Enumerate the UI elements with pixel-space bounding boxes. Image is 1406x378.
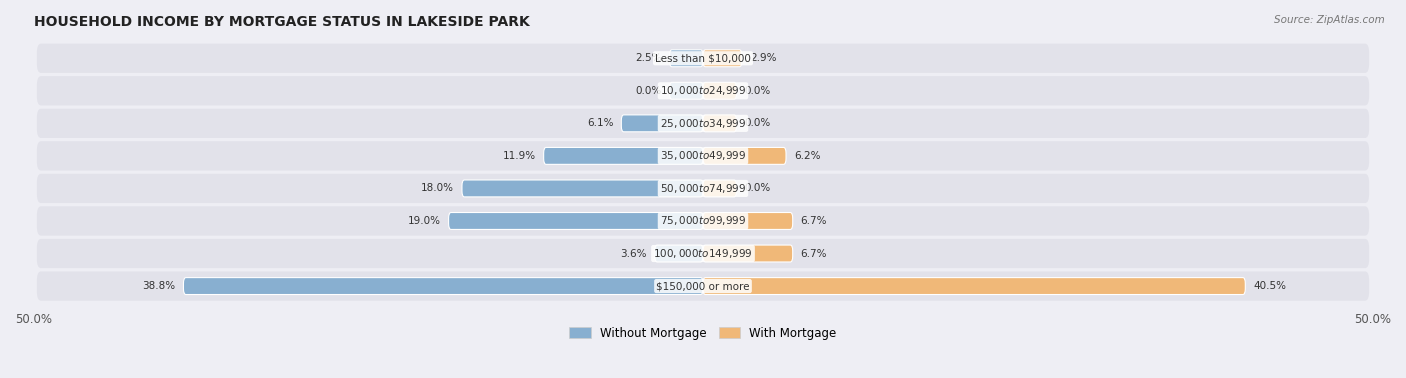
Text: $150,000 or more: $150,000 or more: [657, 281, 749, 291]
Text: 38.8%: 38.8%: [142, 281, 176, 291]
FancyBboxPatch shape: [37, 239, 1369, 268]
FancyBboxPatch shape: [703, 277, 1246, 294]
FancyBboxPatch shape: [703, 50, 742, 67]
FancyBboxPatch shape: [703, 82, 737, 99]
FancyBboxPatch shape: [621, 115, 703, 132]
Text: 6.7%: 6.7%: [801, 216, 827, 226]
FancyBboxPatch shape: [703, 115, 737, 132]
FancyBboxPatch shape: [703, 212, 793, 229]
Text: 19.0%: 19.0%: [408, 216, 440, 226]
Text: 0.0%: 0.0%: [636, 86, 661, 96]
FancyBboxPatch shape: [669, 50, 703, 67]
Text: 0.0%: 0.0%: [745, 86, 770, 96]
Text: $100,000 to $149,999: $100,000 to $149,999: [654, 247, 752, 260]
FancyBboxPatch shape: [37, 271, 1369, 301]
Text: 11.9%: 11.9%: [502, 151, 536, 161]
FancyBboxPatch shape: [449, 212, 703, 229]
Text: 18.0%: 18.0%: [420, 183, 454, 194]
FancyBboxPatch shape: [37, 109, 1369, 138]
FancyBboxPatch shape: [37, 76, 1369, 105]
Text: 6.7%: 6.7%: [801, 248, 827, 259]
Text: 6.2%: 6.2%: [794, 151, 821, 161]
Text: Less than $10,000: Less than $10,000: [655, 53, 751, 63]
Text: 2.5%: 2.5%: [636, 53, 661, 63]
Text: $75,000 to $99,999: $75,000 to $99,999: [659, 214, 747, 228]
Text: $25,000 to $34,999: $25,000 to $34,999: [659, 117, 747, 130]
Text: 6.1%: 6.1%: [586, 118, 613, 129]
Text: 0.0%: 0.0%: [745, 118, 770, 129]
Text: $10,000 to $24,999: $10,000 to $24,999: [659, 84, 747, 97]
Text: 0.0%: 0.0%: [745, 183, 770, 194]
Text: $35,000 to $49,999: $35,000 to $49,999: [659, 149, 747, 163]
FancyBboxPatch shape: [37, 206, 1369, 235]
FancyBboxPatch shape: [463, 180, 703, 197]
Legend: Without Mortgage, With Mortgage: Without Mortgage, With Mortgage: [565, 322, 841, 344]
FancyBboxPatch shape: [37, 43, 1369, 73]
FancyBboxPatch shape: [669, 82, 703, 99]
Text: 3.6%: 3.6%: [620, 248, 647, 259]
FancyBboxPatch shape: [37, 174, 1369, 203]
Text: 40.5%: 40.5%: [1253, 281, 1286, 291]
Text: $50,000 to $74,999: $50,000 to $74,999: [659, 182, 747, 195]
Text: HOUSEHOLD INCOME BY MORTGAGE STATUS IN LAKESIDE PARK: HOUSEHOLD INCOME BY MORTGAGE STATUS IN L…: [34, 15, 529, 29]
FancyBboxPatch shape: [37, 141, 1369, 170]
Text: 2.9%: 2.9%: [749, 53, 776, 63]
FancyBboxPatch shape: [703, 147, 786, 164]
FancyBboxPatch shape: [703, 245, 793, 262]
Text: Source: ZipAtlas.com: Source: ZipAtlas.com: [1274, 15, 1385, 25]
FancyBboxPatch shape: [183, 277, 703, 294]
FancyBboxPatch shape: [544, 147, 703, 164]
FancyBboxPatch shape: [703, 180, 737, 197]
FancyBboxPatch shape: [655, 245, 703, 262]
